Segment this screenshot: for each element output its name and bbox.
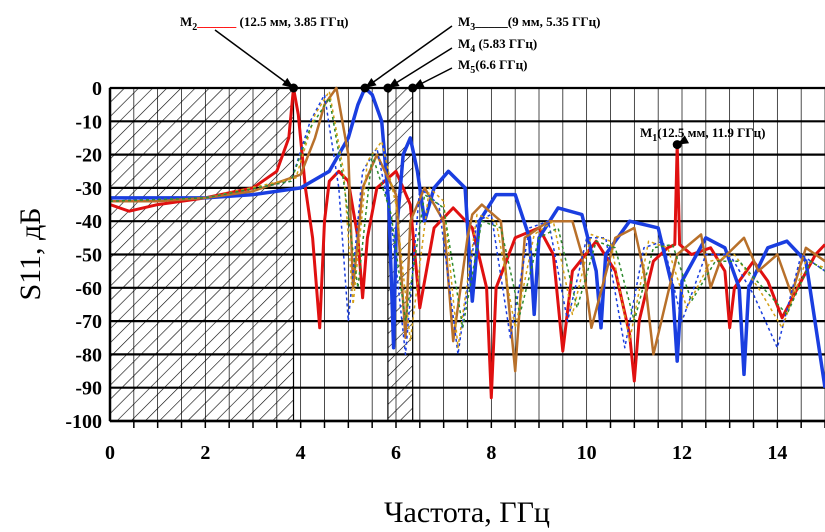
x-tick-label: 8 bbox=[486, 442, 496, 464]
x-axis-title: Частота, ГГц bbox=[384, 496, 550, 529]
y-tick-label: 0 bbox=[92, 78, 102, 100]
marker-point-m4 bbox=[383, 83, 393, 93]
annotation-arrow-m2 bbox=[214, 29, 294, 89]
y-tick-label: -60 bbox=[75, 278, 102, 300]
x-tick-label: 10 bbox=[577, 442, 597, 464]
series-line-1 bbox=[110, 86, 825, 400]
x-tick-label: 14 bbox=[767, 442, 787, 464]
x-tick-label: 2 bbox=[200, 442, 210, 464]
annotations: M2______ (12.5 мм, 3.85 ГГц) M3_____(9 мм… bbox=[180, 14, 765, 150]
annotation-label-m2: M2______ (12.5 мм, 3.85 ГГц) bbox=[180, 14, 348, 33]
y-tick-label: -50 bbox=[75, 245, 102, 267]
annotation-label-m5: M5(6.6 ГГц) bbox=[458, 57, 527, 76]
y-tick-label: -90 bbox=[75, 378, 102, 400]
x-tick-label: 6 bbox=[391, 442, 401, 464]
x-tick-label: 0 bbox=[105, 442, 115, 464]
marker-point-m2 bbox=[289, 83, 299, 93]
y-tick-label: -10 bbox=[75, 111, 102, 133]
series-line-6 bbox=[110, 97, 825, 329]
annotation-label-m3: M3_____(9 мм, 5.35 ГГц) bbox=[458, 14, 600, 33]
series-line-3 bbox=[110, 86, 825, 373]
marker-point-m3 bbox=[360, 83, 370, 93]
annotation-label-m4: M4 (5.83 ГГц) bbox=[458, 36, 537, 55]
y-tick-label: -100 bbox=[65, 411, 102, 433]
x-tick-label: 4 bbox=[296, 442, 306, 464]
series-group bbox=[110, 86, 825, 400]
annotation-arrow-m4 bbox=[387, 47, 453, 89]
y-tick-label: -80 bbox=[75, 344, 102, 366]
annotation-arrow-m3 bbox=[364, 25, 453, 89]
y-tick-label: -20 bbox=[75, 145, 102, 167]
x-tick-label: 12 bbox=[672, 442, 692, 464]
series-line-4 bbox=[110, 93, 825, 356]
y-tick-label: -70 bbox=[75, 311, 102, 333]
y-axis-title: S11, дБ bbox=[14, 207, 47, 300]
y-tick-label: -30 bbox=[75, 178, 102, 200]
series-line-2 bbox=[110, 86, 825, 388]
series-line-5 bbox=[110, 90, 825, 349]
marker-point-m5 bbox=[408, 83, 418, 93]
marker-point-m1 bbox=[672, 140, 682, 150]
annotation-label-m1: M1(12.5 мм, 11.9 ГГц) bbox=[640, 125, 765, 144]
y-tick-label: -40 bbox=[75, 211, 102, 233]
grid bbox=[110, 86, 825, 423]
